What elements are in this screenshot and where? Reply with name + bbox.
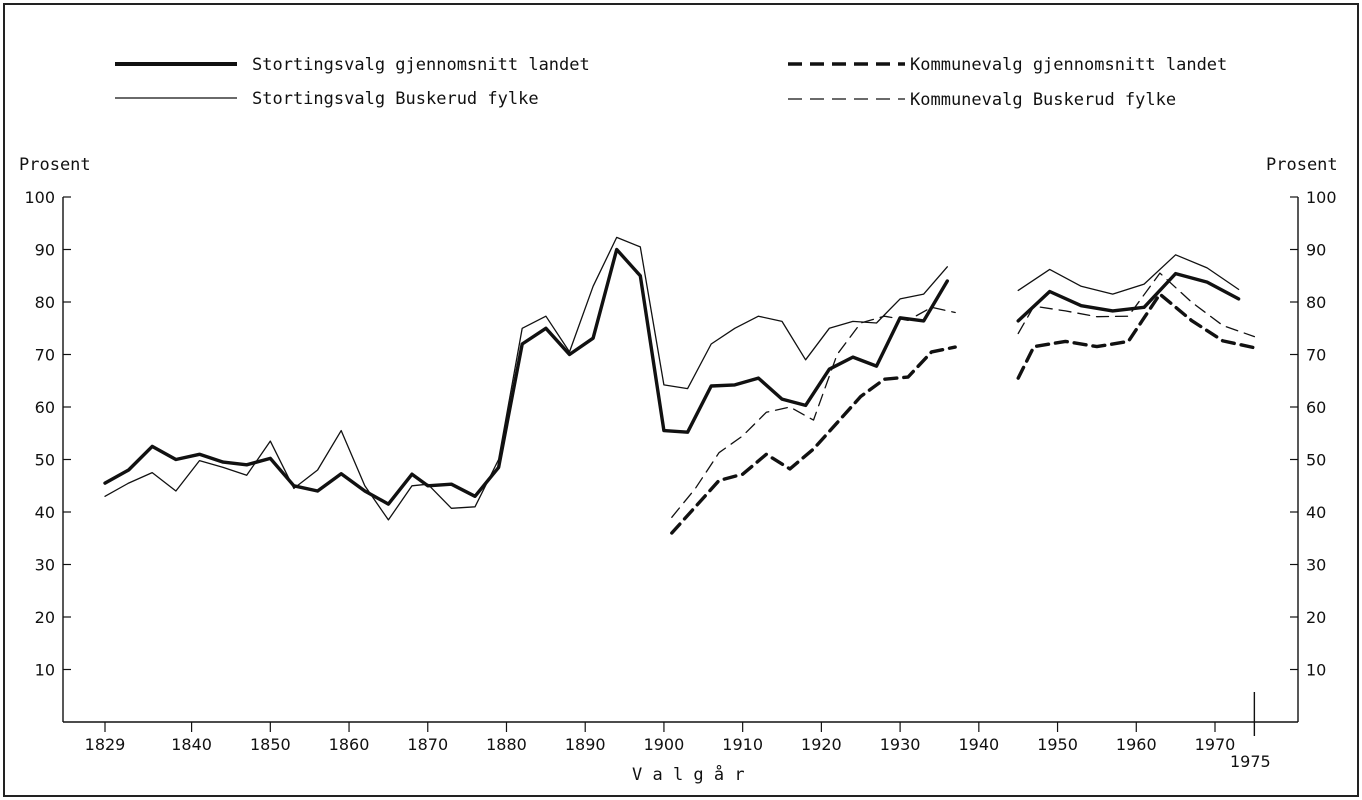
x-tick-label: 1890 (565, 735, 606, 754)
y-tick-label-right: 20 (1306, 608, 1326, 627)
series-line-1-segment-0 (104, 236, 948, 521)
series-line-0-segment-0 (103, 247, 949, 506)
x-tick-label: 1950 (1037, 735, 1078, 754)
y-tick-label-right: 60 (1306, 398, 1326, 417)
y-tick-label-right: 50 (1306, 451, 1326, 470)
x-axis-title: V a l g å r (632, 764, 745, 785)
series-line-1-segment-1 (1017, 254, 1240, 295)
legend: Stortingsvalg gjennomsnitt landet Storti… (115, 55, 1227, 110)
legend-label-2: Kommunevalg gjennomsnitt landet (910, 55, 1227, 75)
plot-area (103, 236, 1257, 535)
legend-label-0: Stortingsvalg gjennomsnitt landet (252, 55, 590, 75)
y-tick-label-left: 20 (35, 608, 55, 627)
x-tick-label: 1880 (486, 735, 527, 754)
legend-label-1: Stortingsvalg Buskerud fylke (252, 89, 539, 109)
axes (62, 196, 1299, 736)
legend-label-3: Kommunevalg Buskerud fylke (910, 90, 1176, 110)
x-tick-label: 1860 (329, 735, 370, 754)
y-tick-label-left: 60 (35, 398, 55, 417)
tick-labels: 10 10 20 20 30 30 40 40 50 50 60 60 70 70 80 80 90 90 100 1… (24, 188, 1336, 771)
y-tick-label-left: 80 (35, 293, 55, 312)
x-tick-label: 1829 (85, 735, 126, 754)
series-line-3-segment-0 (671, 306, 956, 518)
x-tick-label: 1920 (801, 735, 842, 754)
x-tick-label: 1840 (171, 735, 212, 754)
y-tick-label-left: 70 (35, 346, 55, 365)
y-tick-label-right: 90 (1306, 241, 1326, 260)
x-tick-label: 1850 (250, 735, 291, 754)
y-tick-label-left: 90 (35, 241, 55, 260)
x-tick-label: 1960 (1116, 735, 1157, 754)
y-tick-label-left: 100 (24, 188, 55, 207)
x-tick-label: 1930 (880, 735, 921, 754)
x-tick-label: 1940 (958, 735, 999, 754)
y-tick-label-right: 80 (1306, 293, 1326, 312)
y-tick-label-right: 100 (1306, 188, 1337, 207)
y-tick-label-left: 30 (35, 556, 55, 575)
x-tick-label-1975: 1975 (1230, 752, 1271, 771)
y-axis-title-left: Prosent (19, 155, 91, 175)
x-tick-label: 1870 (407, 735, 448, 754)
series-line-2-segment-0 (670, 345, 957, 535)
y-tick-label-right: 70 (1306, 346, 1326, 365)
series-line-2-segment-1 (1016, 292, 1257, 380)
y-tick-label-right: 10 (1306, 661, 1326, 680)
x-tick-label: 1970 (1195, 735, 1236, 754)
y-tick-label-right: 40 (1306, 503, 1326, 522)
series-line-3-segment-1 (1017, 272, 1256, 338)
chart-frame (3, 3, 1359, 797)
series-line-0-segment-1 (1016, 271, 1241, 323)
y-tick-label-left: 50 (35, 451, 55, 470)
y-axis-title-right: Prosent (1266, 155, 1338, 175)
y-tick-label-left: 10 (35, 661, 55, 680)
y-tick-label-left: 40 (35, 503, 55, 522)
y-tick-label-right: 30 (1306, 556, 1326, 575)
x-tick-label: 1900 (644, 735, 685, 754)
x-tick-label: 1910 (722, 735, 763, 754)
